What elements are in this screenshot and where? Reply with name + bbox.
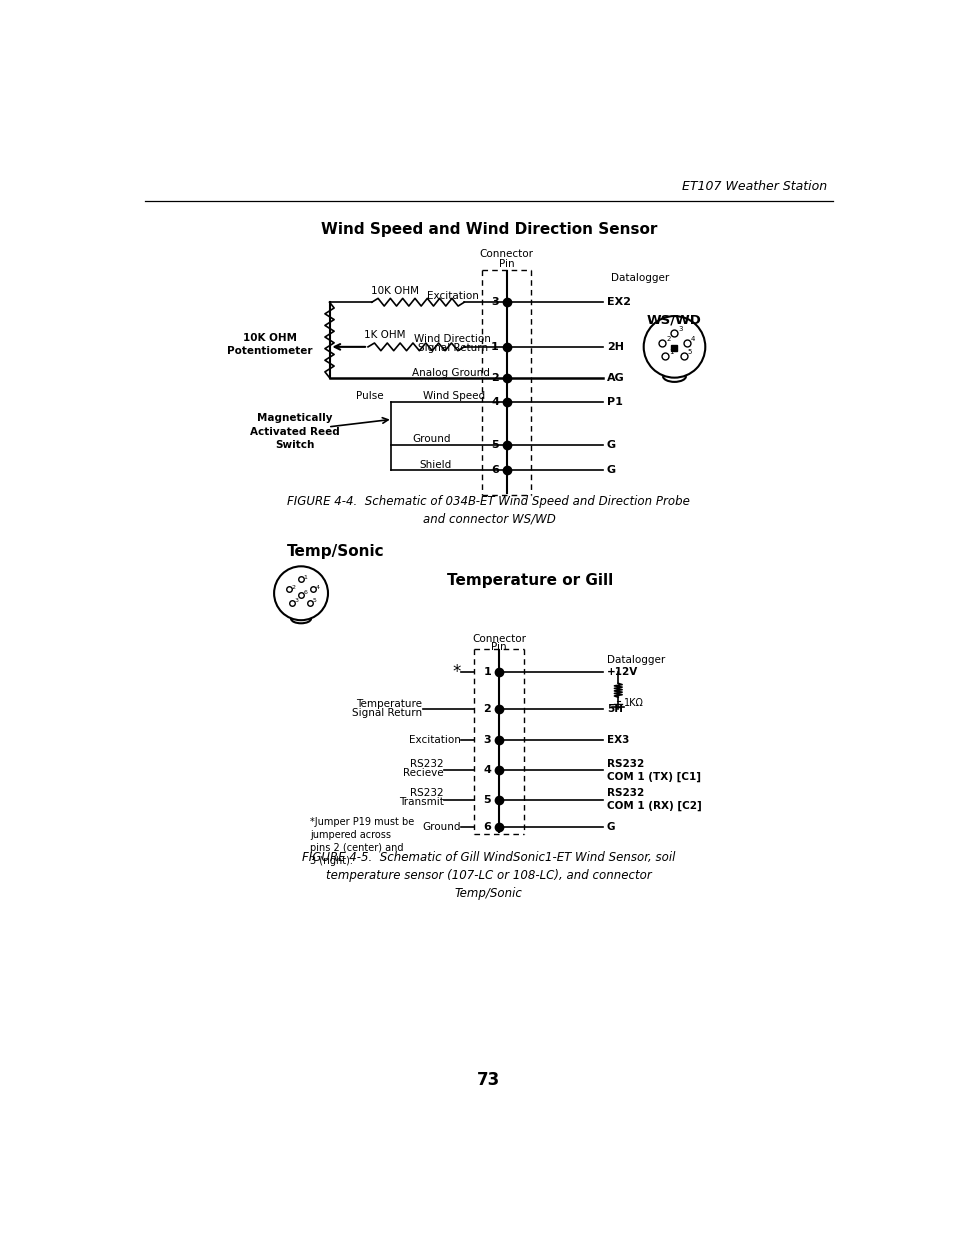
Text: *Jumper P19 must be
jumpered across
pins 2 (center) and
3 (right).: *Jumper P19 must be jumpered across pins… <box>310 816 415 866</box>
Text: 2: 2 <box>483 704 491 714</box>
Text: Connector: Connector <box>472 634 525 643</box>
Text: P1: P1 <box>606 398 622 408</box>
Text: 2H: 2H <box>606 342 623 352</box>
Text: FIGURE 4-5.  Schematic of Gill WindSonic1-ET Wind Sensor, soil
temperature senso: FIGURE 4-5. Schematic of Gill WindSonic1… <box>302 851 675 900</box>
Text: 2: 2 <box>665 336 670 342</box>
Text: 5H: 5H <box>606 704 622 714</box>
Text: Ground: Ground <box>413 435 451 445</box>
Text: 73: 73 <box>476 1071 500 1089</box>
Text: 10K OHM: 10K OHM <box>371 285 418 295</box>
Text: AG: AG <box>606 373 624 383</box>
Text: 1: 1 <box>303 574 307 579</box>
Text: RS232: RS232 <box>410 760 443 769</box>
Text: FIGURE 4-4.  Schematic of 034B-ET Wind Speed and Direction Probe
and connector W: FIGURE 4-4. Schematic of 034B-ET Wind Sp… <box>287 494 690 526</box>
Text: Signal Return: Signal Return <box>352 708 421 718</box>
Text: 2: 2 <box>291 584 294 589</box>
Text: 1KΩ: 1KΩ <box>624 698 643 708</box>
Text: 4: 4 <box>491 398 498 408</box>
Text: RS232
COM 1 (TX) [C1]: RS232 COM 1 (TX) [C1] <box>606 760 700 782</box>
Text: 5: 5 <box>483 794 491 805</box>
Text: Excitation: Excitation <box>408 735 460 745</box>
Text: Magnetically
Activated Reed
Switch: Magnetically Activated Reed Switch <box>250 414 339 450</box>
Text: 3: 3 <box>294 598 297 603</box>
Text: Wind Speed: Wind Speed <box>423 391 485 401</box>
Text: Pulse: Pulse <box>355 391 383 401</box>
Text: Connector: Connector <box>479 249 533 259</box>
Text: Pin: Pin <box>498 258 514 269</box>
Text: G: G <box>606 440 616 450</box>
Text: Excitation: Excitation <box>426 291 478 301</box>
Text: Analog Ground: Analog Ground <box>412 368 490 378</box>
Text: 6: 6 <box>491 466 498 475</box>
Text: EX3: EX3 <box>606 735 628 745</box>
Text: 4: 4 <box>315 584 319 589</box>
Text: *: * <box>452 663 460 680</box>
Text: Shield: Shield <box>418 459 451 469</box>
Text: 1: 1 <box>491 342 498 352</box>
Text: 6: 6 <box>303 590 307 595</box>
Text: Recieve: Recieve <box>402 768 443 778</box>
Text: Temperature or Gill: Temperature or Gill <box>446 573 612 588</box>
Text: Datalogger: Datalogger <box>606 656 664 666</box>
Text: Datalogger: Datalogger <box>610 273 668 283</box>
Text: 6: 6 <box>483 823 491 832</box>
Text: EX2: EX2 <box>606 298 630 308</box>
Text: 4: 4 <box>690 336 695 342</box>
Text: RS232: RS232 <box>410 788 443 799</box>
Text: 5: 5 <box>491 440 498 450</box>
Text: 2: 2 <box>491 373 498 383</box>
Text: Temp/Sonic: Temp/Sonic <box>287 545 384 559</box>
Text: WS/WD: WS/WD <box>646 314 701 326</box>
Text: Signal Return: Signal Return <box>417 342 487 353</box>
Text: Pin: Pin <box>491 642 506 652</box>
Text: 10K OHM
Potentiometer: 10K OHM Potentiometer <box>227 333 313 356</box>
Text: 3: 3 <box>678 326 682 332</box>
Text: Ground: Ground <box>421 823 460 832</box>
Text: 1: 1 <box>483 667 491 677</box>
Text: 1K OHM: 1K OHM <box>364 330 405 341</box>
Text: Wind Speed and Wind Direction Sensor: Wind Speed and Wind Direction Sensor <box>320 221 657 237</box>
Text: G: G <box>606 823 615 832</box>
Text: RS232
COM 1 (RX) [C2]: RS232 COM 1 (RX) [C2] <box>606 788 700 811</box>
Text: Transmit: Transmit <box>398 797 443 806</box>
Text: +12V: +12V <box>606 667 638 677</box>
Text: 3: 3 <box>491 298 498 308</box>
Text: ET107 Weather Station: ET107 Weather Station <box>681 180 826 193</box>
Text: 5: 5 <box>313 598 316 603</box>
Text: 1: 1 <box>668 350 673 356</box>
Text: 4: 4 <box>483 766 491 776</box>
Text: Temperature: Temperature <box>355 699 421 709</box>
Text: 3: 3 <box>483 735 491 745</box>
Text: G: G <box>606 466 616 475</box>
Text: 5: 5 <box>687 350 691 356</box>
Text: Wind Direction: Wind Direction <box>414 335 491 345</box>
